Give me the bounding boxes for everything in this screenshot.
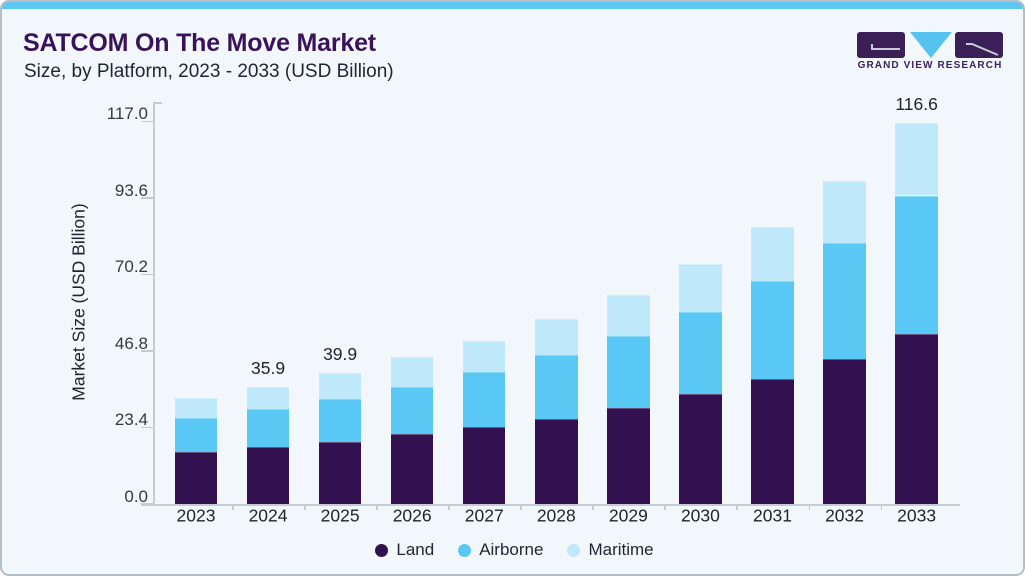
bar-segment-maritime	[535, 319, 578, 356]
bar-segment-airborne	[246, 408, 290, 447]
bar-segment-land	[679, 394, 722, 504]
x-boundary-tick	[304, 505, 306, 510]
y-axis-top-cap	[153, 102, 162, 104]
y-tick-label: 70.2	[114, 257, 148, 277]
page-title: SATCOM On The Move Market	[23, 29, 376, 57]
grand-view-research-logo-icon	[857, 32, 1003, 58]
bar-segment-maritime	[174, 397, 218, 419]
bar-total-label: 35.9	[251, 357, 286, 378]
x-category-label: 2024	[248, 505, 288, 526]
bar-segment-airborne	[823, 242, 866, 360]
bar-segment-airborne	[318, 399, 362, 442]
x-axis-line	[141, 504, 960, 506]
bar-segment-maritime	[679, 263, 722, 312]
bar-total-label: 39.9	[323, 344, 358, 365]
y-axis-title: Market Size (USD Billion)	[68, 203, 89, 401]
y-tick-mark	[141, 197, 153, 199]
bar-segment-maritime	[390, 357, 434, 387]
bar-segment-airborne	[390, 386, 434, 435]
y-tick-mark	[141, 503, 153, 505]
x-category-label: 2032	[825, 505, 864, 526]
bar-segment-land	[318, 441, 362, 504]
bar-segment-maritime	[895, 122, 938, 196]
legend-dot-icon	[458, 543, 472, 557]
y-tick-label: 93.6	[114, 180, 148, 200]
y-tick-mark	[141, 120, 153, 122]
bar-segment-land	[390, 434, 434, 504]
chart-legend: Land Airborne Maritime	[2, 538, 1023, 562]
y-axis-line	[153, 102, 155, 504]
page-subtitle: Size, by Platform, 2023 - 2033 (USD Bill…	[24, 61, 394, 82]
y-tick-label: 46.8	[114, 333, 148, 353]
bar-segment-land	[751, 379, 794, 504]
logo-wordmark: GRAND VIEW RESEARCH	[857, 60, 1003, 71]
bar-segment-maritime	[823, 180, 866, 243]
x-boundary-tick	[880, 505, 883, 510]
x-category-label: 2031	[753, 505, 792, 526]
top-accent-bar	[2, 2, 1023, 9]
bar-segment-airborne	[462, 372, 506, 428]
x-category-label: 2028	[536, 505, 576, 526]
x-boundary-tick	[808, 505, 810, 510]
x-boundary-tick	[376, 505, 378, 510]
bar-segment-land	[895, 333, 938, 504]
x-category-label: 2029	[608, 505, 648, 526]
bar-segment-land	[535, 418, 578, 504]
legend-dot-icon	[567, 543, 581, 557]
bar-segment-land	[246, 446, 290, 504]
bar-segment-maritime	[246, 386, 290, 409]
y-tick-label: 0.0	[124, 487, 148, 506]
legend-dot-icon	[375, 543, 389, 557]
x-category-label: 2023	[176, 505, 216, 526]
legend-label: Land	[396, 540, 435, 559]
x-boundary-tick	[448, 505, 450, 510]
bar-segment-airborne	[679, 311, 722, 395]
bar-segment-land	[174, 451, 218, 504]
bar-total-label: 116.6	[895, 93, 938, 114]
x-boundary-tick	[736, 505, 738, 510]
x-boundary-tick	[520, 505, 522, 510]
bar-segment-airborne	[895, 195, 938, 334]
bar-segment-airborne	[174, 418, 218, 452]
y-tick-label: 23.4	[114, 410, 148, 430]
x-category-label: 2030	[680, 505, 720, 526]
y-tick-mark	[141, 273, 153, 276]
legend-item-maritime: Maritime	[567, 540, 654, 560]
bar-segment-land	[462, 427, 506, 504]
bar-segment-airborne	[535, 355, 578, 419]
legend-label: Maritime	[588, 540, 654, 559]
x-category-label: 2026	[392, 505, 432, 526]
bar-segment-land	[607, 408, 650, 504]
legend-item-airborne: Airborne	[458, 540, 543, 560]
bar-segment-maritime	[607, 294, 650, 336]
x-boundary-tick	[232, 505, 234, 510]
y-tick-label: 117.0	[106, 104, 148, 124]
x-boundary-tick	[592, 505, 594, 510]
x-category-label: 2027	[464, 505, 504, 526]
legend-label: Airborne	[479, 540, 544, 559]
bar-segment-maritime	[751, 226, 794, 281]
x-category-label: 2025	[320, 505, 360, 526]
bar-segment-maritime	[318, 373, 362, 400]
legend-item-land: Land	[375, 540, 434, 560]
x-category-label: 2033	[897, 505, 937, 526]
bar-segment-land	[823, 359, 866, 504]
bar-segment-maritime	[462, 341, 506, 373]
bar-segment-airborne	[751, 280, 794, 380]
y-tick-mark	[141, 426, 153, 429]
y-tick-mark	[141, 350, 153, 352]
bar-segment-airborne	[607, 335, 650, 409]
x-boundary-tick	[664, 505, 666, 510]
